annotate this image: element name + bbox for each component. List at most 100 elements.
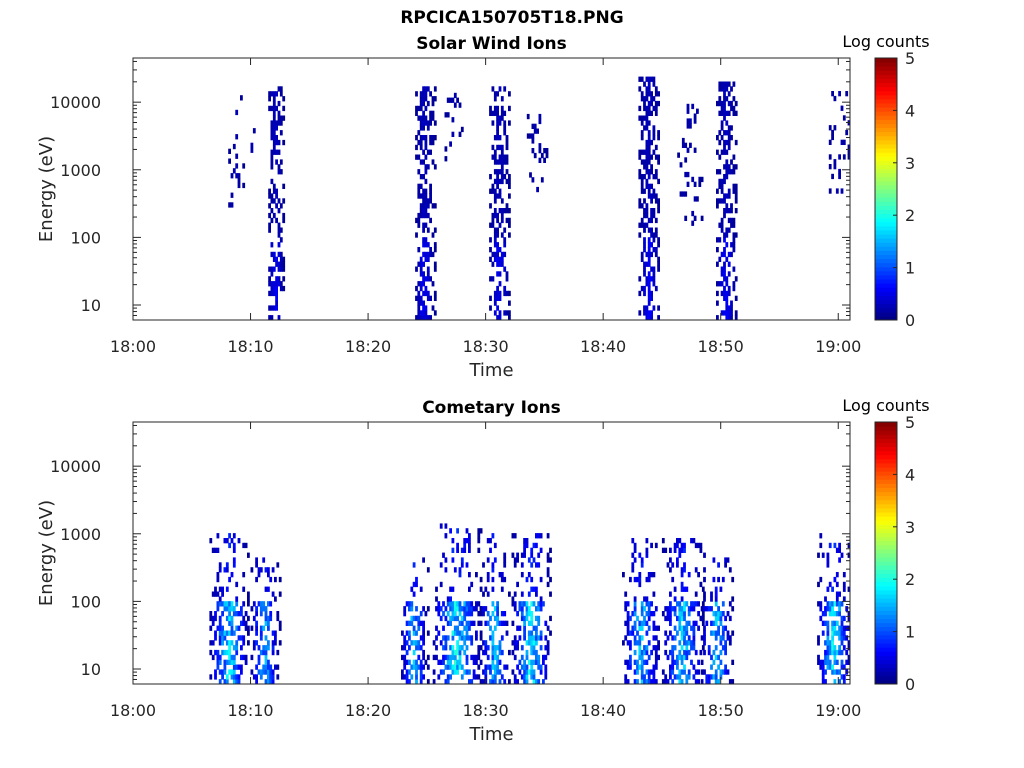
sw-bin bbox=[725, 300, 729, 306]
ci-bin bbox=[703, 591, 706, 597]
ci-bin bbox=[676, 659, 679, 665]
sw-bin bbox=[419, 281, 423, 287]
ci-bin bbox=[435, 596, 438, 602]
sw-bin bbox=[718, 96, 722, 102]
ci-bin bbox=[419, 586, 423, 592]
ci-bin bbox=[683, 654, 686, 661]
ci-bin bbox=[645, 669, 649, 675]
ci-bin bbox=[516, 625, 519, 631]
sw-bin bbox=[720, 217, 724, 224]
sw-colorbar-step bbox=[875, 78, 897, 84]
ci-bin bbox=[629, 659, 632, 665]
sw-bin bbox=[718, 256, 722, 262]
sw-bin bbox=[240, 95, 243, 101]
ci-bin bbox=[525, 611, 529, 617]
ci-bin bbox=[262, 606, 266, 612]
ci-bin bbox=[417, 615, 421, 622]
ci-bin bbox=[458, 630, 462, 636]
ci-bin bbox=[838, 591, 841, 597]
sw-bin bbox=[638, 203, 642, 209]
ci-bin bbox=[435, 586, 438, 592]
ci-colorbar-step bbox=[875, 499, 897, 505]
ci-bin bbox=[491, 679, 495, 685]
ci-bin bbox=[826, 586, 830, 592]
sw-bin bbox=[734, 100, 738, 107]
ci-bin bbox=[482, 562, 485, 568]
ci-bin bbox=[549, 630, 552, 636]
ci-bin bbox=[484, 586, 488, 592]
ci-bin bbox=[671, 659, 675, 665]
ci-bin bbox=[520, 611, 524, 617]
ci-bin bbox=[250, 606, 254, 612]
sw-bin bbox=[489, 174, 492, 180]
ci-bin bbox=[484, 606, 488, 612]
ci-bin bbox=[228, 533, 231, 539]
sw-bin bbox=[500, 144, 504, 151]
sw-bin bbox=[828, 154, 832, 160]
sw-bin bbox=[417, 300, 421, 306]
sw-bin bbox=[833, 95, 837, 102]
ci-bin bbox=[525, 538, 529, 544]
sw-bin bbox=[720, 135, 724, 141]
ci-bin bbox=[449, 528, 452, 534]
ci-bin bbox=[498, 645, 502, 651]
ci-bin bbox=[532, 557, 536, 563]
ci-bin bbox=[267, 567, 270, 573]
sw-bin bbox=[498, 315, 502, 321]
ci-bin bbox=[712, 576, 716, 583]
ci-colorbar-step bbox=[875, 442, 897, 448]
ci-bin bbox=[456, 659, 459, 665]
sw-bin bbox=[279, 130, 283, 136]
ci-bin bbox=[671, 664, 675, 670]
ci-bin bbox=[458, 572, 462, 578]
ci-bin bbox=[235, 649, 239, 656]
sw-bin bbox=[277, 261, 281, 267]
ci-bin bbox=[678, 611, 682, 617]
ci-bin bbox=[449, 664, 452, 670]
ci-colorbar-step bbox=[875, 467, 897, 472]
sw-bin bbox=[424, 251, 428, 258]
ci-bin bbox=[666, 562, 670, 568]
ci-bin bbox=[232, 542, 236, 549]
sw-bin bbox=[647, 144, 651, 151]
ci-bin bbox=[516, 557, 519, 563]
ci-bin bbox=[221, 630, 224, 636]
ci-bin bbox=[728, 635, 732, 641]
sw-bin bbox=[270, 91, 274, 97]
sw-bin bbox=[657, 256, 660, 262]
ci-bin bbox=[463, 611, 467, 617]
ci-bin bbox=[475, 601, 478, 607]
ci-bin bbox=[687, 640, 691, 646]
ci-bin bbox=[223, 649, 227, 656]
ci-colorbar-step bbox=[875, 561, 897, 566]
ci-bin bbox=[669, 620, 672, 626]
ci-bin bbox=[482, 591, 485, 597]
ci-colorbar-frame bbox=[874, 421, 898, 685]
ci-bin bbox=[223, 606, 227, 612]
sw-bin bbox=[686, 118, 690, 124]
ci-bin bbox=[489, 679, 492, 685]
ci-bin bbox=[211, 654, 215, 661]
sw-bin bbox=[718, 130, 722, 136]
ci-bin bbox=[678, 601, 682, 607]
ci-bin bbox=[456, 615, 459, 622]
sw-bin bbox=[640, 256, 644, 262]
sw-bin bbox=[282, 256, 286, 262]
ci-bin bbox=[209, 538, 213, 544]
ci-bin bbox=[271, 674, 275, 680]
sw-colorbar-step bbox=[875, 274, 897, 280]
sw-bin bbox=[840, 188, 844, 194]
sw-bin bbox=[272, 115, 276, 121]
ci-bin bbox=[255, 664, 258, 670]
sw-bin bbox=[419, 212, 423, 219]
ci-bin bbox=[276, 664, 280, 670]
sw-bin bbox=[422, 110, 425, 116]
sw-bin bbox=[503, 130, 507, 136]
ci-bin bbox=[631, 630, 635, 636]
sw-bin bbox=[647, 120, 651, 126]
ci-bin bbox=[491, 601, 495, 607]
ci-bin bbox=[721, 625, 725, 631]
ci-bin bbox=[838, 542, 841, 549]
sw-bin bbox=[640, 91, 644, 97]
ci-bin bbox=[244, 611, 248, 617]
